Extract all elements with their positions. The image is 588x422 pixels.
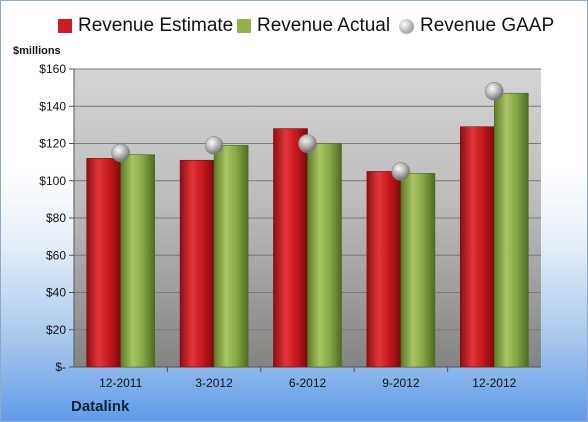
legend-item-actual: Revenue Actual <box>237 15 390 37</box>
x-tick-label: 12-2011 <box>99 376 142 390</box>
legend-label-gaap: Revenue GAAP <box>420 15 555 36</box>
point-gaap <box>484 82 504 101</box>
bar-actual <box>400 173 436 368</box>
bar-estimate <box>273 128 308 368</box>
legend-swatch-estimate <box>58 19 72 33</box>
bar-estimate <box>366 171 402 368</box>
point-gaap <box>391 162 411 181</box>
x-tick-label: 3-2012 <box>195 376 233 390</box>
y-tick-label: $100 <box>39 174 66 188</box>
point-gaap <box>111 143 130 163</box>
legend: Revenue Estimate Revenue Actual Revenue … <box>1 15 587 41</box>
bar-actual <box>493 92 529 368</box>
bar-actual <box>120 154 155 368</box>
bar-estimate <box>459 126 495 368</box>
y-unit-label: $millions <box>13 45 61 57</box>
y-tick-label: $120 <box>39 137 66 151</box>
x-tick-label: 9-2012 <box>382 376 420 390</box>
y-tick-label: $60 <box>46 248 66 262</box>
y-tick-label: $- <box>55 360 66 374</box>
legend-swatch-actual <box>237 19 251 33</box>
x-tick-label: 12-2012 <box>472 376 516 390</box>
bar-actual <box>307 143 342 368</box>
point-gaap <box>204 136 224 155</box>
bar-actual <box>213 145 249 368</box>
y-tick-label: $40 <box>46 286 66 300</box>
company-label: Datalink <box>71 398 130 415</box>
point-gaap <box>298 134 317 153</box>
legend-swatch-gaap <box>399 18 414 34</box>
y-tick-label: $160 <box>39 62 66 76</box>
bar-estimate <box>179 159 215 368</box>
legend-item-gaap: Revenue GAAP <box>399 15 554 37</box>
x-tick-label: 6-2012 <box>289 376 327 390</box>
y-tick-label: $80 <box>46 211 66 225</box>
y-tick-label: $20 <box>46 323 66 337</box>
y-tick-label: $140 <box>39 99 66 113</box>
legend-item-estimate: Revenue Estimate <box>58 15 233 37</box>
bar-estimate <box>86 158 121 368</box>
legend-label-actual: Revenue Actual <box>257 15 391 36</box>
legend-label-estimate: Revenue Estimate <box>78 15 234 36</box>
